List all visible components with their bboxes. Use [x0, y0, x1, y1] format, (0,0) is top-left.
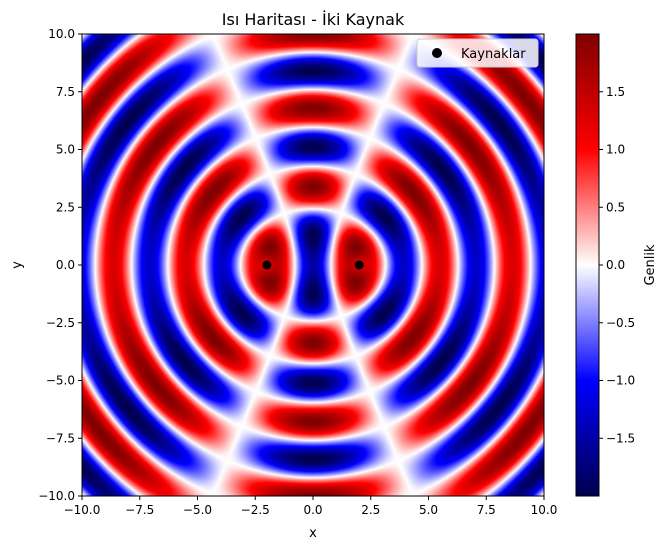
y-axis-label: y — [10, 261, 25, 269]
y-tick-label: 5.0 — [56, 143, 75, 157]
legend-marker — [432, 48, 442, 58]
y-tick-label: 7.5 — [56, 85, 75, 99]
colorbar-tick-label: 0.5 — [606, 200, 625, 214]
colorbar-tick-label: 0.0 — [606, 258, 625, 272]
colorbar-frame — [575, 33, 600, 497]
x-tick-label: −7.5 — [125, 503, 154, 517]
y-tick-label: 2.5 — [56, 200, 75, 214]
colorbar-tick-label: −0.5 — [606, 316, 635, 330]
source-points — [262, 260, 364, 270]
colorbar-tick-label: 1.5 — [606, 85, 625, 99]
legend: Kaynaklar — [416, 38, 539, 68]
x-tick-label: 10.0 — [531, 503, 558, 517]
x-tick-label: 7.5 — [477, 503, 496, 517]
x-tick-label: 2.5 — [361, 503, 380, 517]
y-tick-label: −5.0 — [46, 374, 75, 388]
colorbar-tick-label: 1.0 — [606, 143, 625, 157]
heatmap-image — [82, 34, 544, 496]
x-axis-label: x — [309, 526, 317, 541]
colorbar-tick-label: −1.5 — [606, 431, 635, 445]
chart-title: Isı Haritası - İki Kaynak — [222, 10, 405, 29]
source-point — [354, 260, 364, 270]
x-tick-label: 0.0 — [303, 503, 322, 517]
x-axis-ticks: −10.0 −7.5 −5.0 −2.5 0.0 2.5 5.0 7.5 10.0 — [64, 496, 558, 517]
plot-frame — [81, 33, 545, 497]
colorbar-gradient — [576, 34, 599, 496]
y-tick-label: −2.5 — [46, 316, 75, 330]
colorbar-label: Genlik — [643, 244, 658, 286]
legend-box — [416, 38, 539, 68]
source-point — [262, 260, 272, 270]
y-tick-label: −7.5 — [46, 431, 75, 445]
y-axis-ticks: −10.0 −7.5 −5.0 −2.5 0.0 2.5 5.0 7.5 10.0 — [38, 27, 82, 503]
x-tick-label: 5.0 — [419, 503, 438, 517]
x-tick-label: −5.0 — [183, 503, 212, 517]
x-tick-label: −2.5 — [241, 503, 270, 517]
y-tick-label: 0.0 — [56, 258, 75, 272]
legend-label: Kaynaklar — [461, 47, 526, 62]
x-tick-label: −10.0 — [64, 503, 101, 517]
y-tick-label: 10.0 — [48, 27, 75, 41]
colorbar-tick-label: −1.0 — [606, 374, 635, 388]
y-tick-label: −10.0 — [38, 489, 75, 503]
colorbar-ticks: −1.5 −1.0 −0.5 0.0 0.5 1.0 1.5 — [599, 85, 635, 445]
